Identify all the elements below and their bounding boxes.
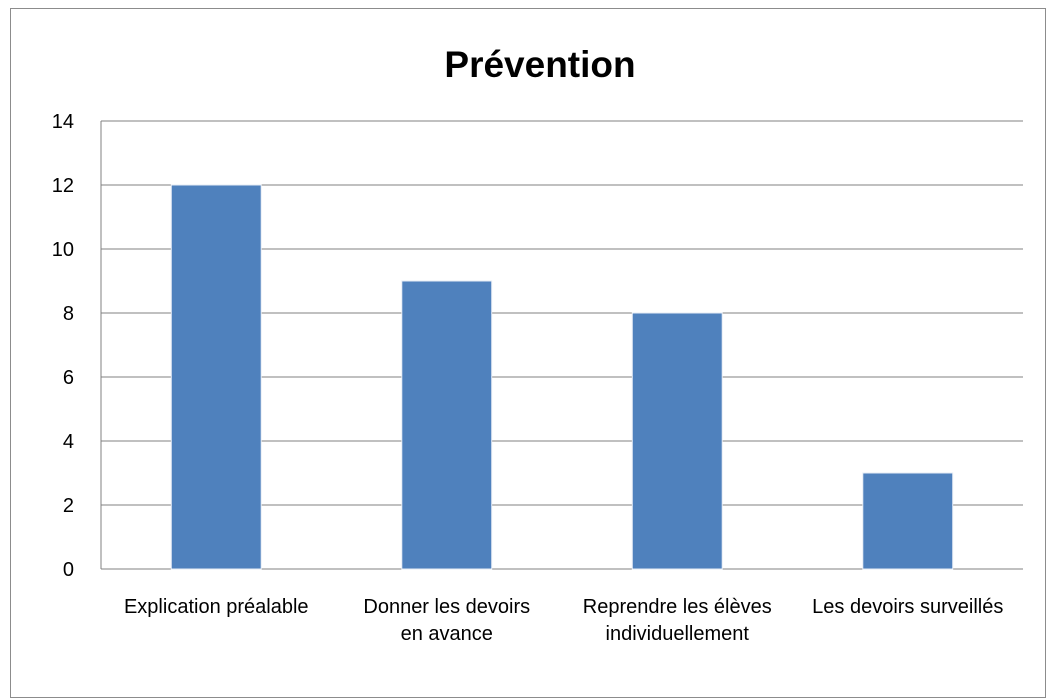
y-tick-label: 14 — [52, 111, 74, 133]
x-category-label: Explication préalable — [124, 596, 309, 618]
bar — [401, 280, 493, 570]
x-category-label: individuellement — [606, 623, 750, 645]
y-tick-label: 8 — [63, 303, 74, 325]
bars — [170, 184, 954, 570]
bar — [862, 472, 954, 570]
x-axis-category-labels: Explication préalable Donner les devoirs e… — [124, 596, 1003, 645]
x-category-label: en avance — [401, 623, 493, 645]
bar — [631, 312, 723, 570]
chart-title: Prévention — [444, 44, 635, 85]
y-tick-label: 2 — [63, 495, 74, 517]
y-tick-label: 6 — [63, 367, 74, 389]
x-category-label: Donner les devoirs — [363, 596, 530, 618]
x-category-label: Les devoirs surveillés — [812, 596, 1003, 618]
y-tick-label: 12 — [52, 175, 74, 197]
y-tick-label: 4 — [63, 431, 74, 453]
y-tick-label: 0 — [63, 559, 74, 581]
y-tick-label: 10 — [52, 239, 74, 261]
y-axis-tick-labels: 0 2 4 6 8 10 12 14 — [52, 111, 74, 581]
bar — [170, 184, 262, 570]
x-category-label: Reprendre les élèves — [583, 596, 772, 618]
